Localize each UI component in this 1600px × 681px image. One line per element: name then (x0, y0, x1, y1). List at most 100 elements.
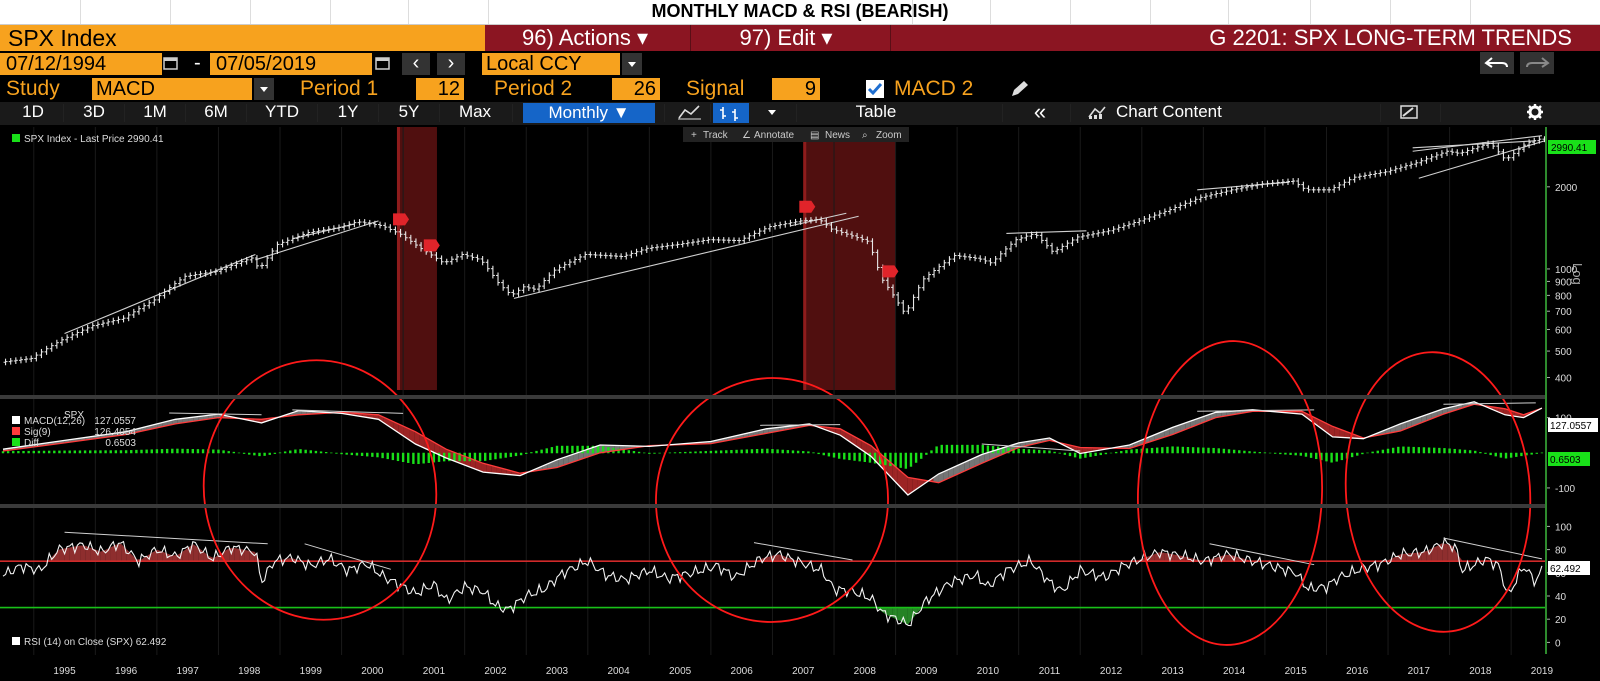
diff-bar (32, 450, 35, 454)
macd-line (2, 401, 1543, 496)
diff-bar (1130, 449, 1133, 454)
macd-fill (1385, 427, 1391, 434)
annotate-icon[interactable]: ∠ (742, 130, 751, 141)
calendar-icon[interactable] (163, 55, 179, 71)
period2-label: Period 2 (494, 77, 573, 100)
news-icon[interactable]: ▤ (810, 130, 819, 141)
zoom-icon[interactable]: ⌕ (862, 130, 868, 141)
diff-bar (966, 444, 969, 454)
rsi-tick-label: 100 (1555, 522, 1572, 533)
trendline (255, 220, 379, 261)
diff-bar (201, 449, 205, 454)
diff-bar (1443, 448, 1446, 454)
diff-bar (227, 451, 230, 454)
table-button[interactable]: Table (855, 102, 897, 121)
diff-bar (17, 451, 20, 454)
diff-bar (920, 452, 923, 459)
chevron-down-icon[interactable] (755, 102, 789, 122)
diff-bar (1038, 449, 1041, 454)
diff-bar (771, 449, 774, 454)
macd-fill (295, 410, 302, 416)
diff-bar (407, 452, 410, 463)
macd-fill (1077, 446, 1083, 454)
diff-bar (694, 451, 697, 454)
macd-fill (897, 468, 903, 490)
diff-bar (601, 446, 605, 454)
periodicity-select[interactable]: Monthly ▼ (523, 103, 655, 123)
macd-fill (481, 462, 487, 473)
range-ytd[interactable]: YTD (265, 102, 299, 121)
macd-fill (182, 417, 189, 423)
x-tick-label: 2001 (423, 666, 446, 677)
period2-field[interactable]: 26 (612, 78, 660, 100)
edit-menu[interactable]: 97) Edit ▾ (690, 25, 881, 51)
diff-bar (1243, 450, 1246, 454)
edit-chart-icon[interactable] (1392, 102, 1426, 122)
next-arrow-icon[interactable]: › (437, 53, 465, 75)
end-date-field[interactable]: 07/05/2019 (210, 53, 372, 75)
range-5y[interactable]: 5Y (398, 102, 420, 121)
macd2-checkbox[interactable] (866, 80, 884, 98)
gear-icon[interactable] (1518, 102, 1552, 122)
rsi-overbought-fill (64, 547, 70, 562)
calendar-icon[interactable] (375, 55, 391, 71)
start-date-field[interactable]: 07/12/1994 (0, 53, 162, 75)
chevron-down-icon[interactable] (254, 78, 274, 100)
bar-chart-icon[interactable] (713, 103, 749, 123)
collapse-icon[interactable]: « (1033, 99, 1047, 124)
chevron-down-icon[interactable] (622, 53, 642, 75)
pencil-icon[interactable] (1008, 79, 1032, 99)
diff-bar (89, 450, 92, 454)
macd-fill (491, 465, 497, 474)
diff-bar (396, 452, 400, 462)
legend-swatch (12, 134, 20, 142)
study-select[interactable]: MACD (92, 78, 252, 100)
rsi-tick-label: 0 (1555, 638, 1561, 649)
range-1m[interactable]: 1M (143, 102, 167, 121)
range-1y[interactable]: 1Y (337, 102, 359, 121)
range-6m[interactable]: 6M (204, 102, 228, 121)
chart-content-button[interactable]: Chart Content (1116, 102, 1222, 121)
rsi-overbought-fill (49, 554, 55, 562)
range-1d[interactable]: 1D (22, 102, 44, 121)
currency-select[interactable]: Local CCY (482, 53, 620, 75)
macd-trendline (292, 409, 404, 414)
security-field[interactable]: SPX Index (0, 25, 485, 51)
diff-bar (1294, 452, 1297, 456)
rsi-overbought-fill (224, 548, 230, 562)
undo-icon[interactable] (1480, 52, 1514, 74)
diff-bar (755, 449, 759, 454)
signal-field[interactable]: 9 (772, 78, 820, 100)
pane-divider[interactable] (0, 395, 1545, 399)
redo-icon[interactable] (1520, 52, 1554, 74)
rsi-oversold-fill (897, 607, 903, 622)
chart-content-icon[interactable] (1080, 102, 1114, 122)
diff-bar (1515, 452, 1518, 457)
line-chart-icon[interactable] (673, 102, 707, 122)
prev-arrow-icon[interactable]: ‹ (402, 53, 430, 75)
zoom-tool[interactable]: Zoom (876, 130, 902, 141)
diff-bar (1002, 447, 1005, 454)
track-icon[interactable]: + (691, 130, 697, 141)
diff-bar (1422, 447, 1426, 454)
diff-bar (258, 452, 261, 457)
diff-bar (114, 450, 118, 454)
diff-bar (1299, 452, 1303, 456)
recession-edge (396, 127, 400, 390)
period1-field[interactable]: 12 (416, 78, 464, 100)
macd-fill (414, 431, 420, 446)
x-tick-label: 2016 (1346, 666, 1369, 677)
news-tool[interactable]: News (825, 130, 850, 141)
annotate-tool[interactable]: Annotate (754, 130, 794, 141)
pane-divider[interactable] (0, 504, 1545, 508)
x-tick-label: 2008 (854, 666, 877, 677)
track-tool[interactable]: Track (703, 130, 729, 141)
range-3d[interactable]: 3D (83, 102, 105, 121)
x-tick-label: 2000 (361, 666, 384, 677)
diff-bar (1448, 448, 1451, 454)
range-max[interactable]: Max (458, 102, 492, 121)
diff-bar (1309, 452, 1313, 458)
actions-menu[interactable]: 96) Actions ▾ (490, 25, 680, 51)
diff-bar (499, 452, 502, 459)
